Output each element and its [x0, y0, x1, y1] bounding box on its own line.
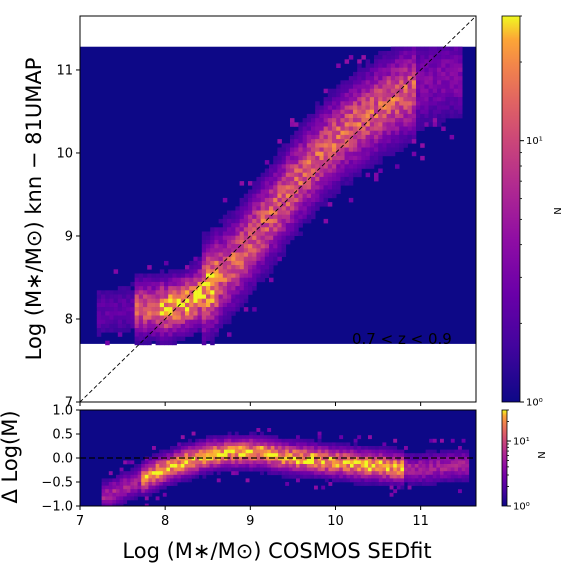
- main-hexbin-density: [80, 46, 476, 346]
- residual-x-axis: 7 8 9 10 11: [76, 506, 429, 529]
- residual-y-tick-label: 0.5: [52, 428, 73, 443]
- x-axis-label: Log (M∗/M⊙) COSMOS SEDfit: [122, 539, 431, 563]
- residual-panel: 7 8 9 10 11 −1.0 −0.5 0.0 0.5 1.0 Δ Log(M) Log (…: [0, 404, 477, 563]
- colorbar-tick-label: 10¹: [526, 136, 543, 147]
- residual-colorbar-ticks: 10⁰ 10¹: [507, 409, 530, 513]
- residual-x-tick-label: 10: [327, 514, 344, 529]
- main-colorbar-ticks: 10⁰ 10¹: [520, 15, 543, 409]
- residual-hexbin-density: [101, 428, 470, 506]
- residual-x-tick-label: 9: [246, 514, 254, 529]
- residual-y-axis-label: Δ Log(M): [0, 410, 22, 503]
- main-colorbar-gradient: [501, 15, 521, 403]
- main-y-tick-label: 9: [65, 229, 73, 244]
- main-x-axis: [79, 402, 422, 406]
- main-panel: 7 8 9 10 11 0.7 < z < 0.9 Log (M∗/M⊙) knn − …: [22, 15, 477, 411]
- residual-y-tick-label: −0.5: [41, 476, 73, 491]
- main-y-tick-label: 10: [56, 146, 73, 161]
- residual-colorbar-label: N: [537, 451, 548, 458]
- colorbar-tick-label: 10¹: [513, 437, 530, 448]
- residual-x-tick-label: 7: [76, 514, 84, 529]
- residual-y-tick-label: 1.0: [52, 404, 73, 419]
- one-to-one-line: [80, 16, 476, 402]
- redshift-annotation: 0.7 < z < 0.9: [352, 330, 452, 348]
- residual-y-tick-label: 0.0: [52, 452, 73, 467]
- main-colorbar: 10⁰ 10¹ N: [501, 15, 564, 409]
- colorbar-tick-label: 10⁰: [513, 502, 530, 513]
- residual-y-tick-label: −1.0: [41, 500, 73, 515]
- residual-y-axis: −1.0 −0.5 0.0 0.5 1.0: [41, 404, 80, 515]
- main-y-tick-label: 11: [56, 63, 73, 78]
- main-y-tick-label: 8: [65, 312, 73, 327]
- main-y-tick-label: 7: [65, 396, 73, 411]
- main-colorbar-label: N: [553, 207, 564, 214]
- colorbar-tick-label: 10⁰: [526, 398, 543, 409]
- residual-x-tick-label: 11: [412, 514, 429, 529]
- residual-colorbar-gradient: [501, 409, 508, 507]
- main-axes-frame: [79, 15, 477, 403]
- residual-x-tick-label: 8: [161, 514, 169, 529]
- main-y-axis-label: Log (M∗/M⊙) knn − 81UMAP: [22, 58, 46, 361]
- main-y-axis: 7 8 9 10 11: [56, 63, 80, 411]
- residual-colorbar: 10⁰ 10¹ N: [501, 409, 548, 513]
